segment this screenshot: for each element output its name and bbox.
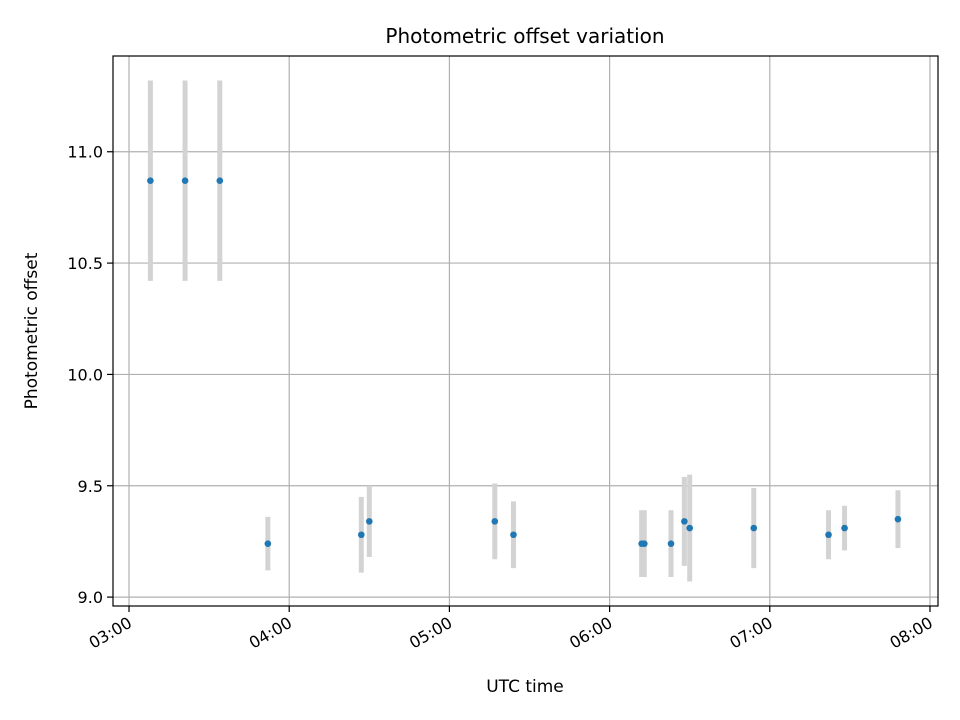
chart-title: Photometric offset variation	[385, 24, 664, 48]
y-axis-title: Photometric offset	[22, 252, 42, 409]
data-point	[510, 531, 517, 539]
data-point	[686, 524, 693, 532]
data-point	[216, 177, 224, 184]
data-point	[667, 540, 675, 547]
data-point	[641, 540, 648, 547]
data-point	[264, 540, 272, 547]
data-point	[750, 524, 758, 532]
x-axis-title: UTC time	[486, 677, 564, 697]
y-tick-label: 11.0	[67, 143, 103, 162]
y-tick-label: 10.5	[67, 254, 103, 273]
data-points	[147, 177, 902, 547]
data-point	[491, 518, 499, 525]
data-point	[181, 177, 189, 184]
y-tick-label: 9.0	[78, 588, 103, 607]
data-point	[894, 515, 902, 523]
grid	[113, 56, 938, 606]
data-point	[366, 518, 373, 525]
data-point	[825, 531, 832, 539]
data-point	[841, 524, 848, 532]
data-point	[358, 531, 365, 539]
y-tick-label: 9.5	[78, 477, 103, 496]
data-point	[147, 177, 154, 184]
y-tick-label: 10.0	[67, 365, 103, 384]
plot-area-frame	[112, 55, 939, 607]
data-point	[681, 518, 688, 525]
